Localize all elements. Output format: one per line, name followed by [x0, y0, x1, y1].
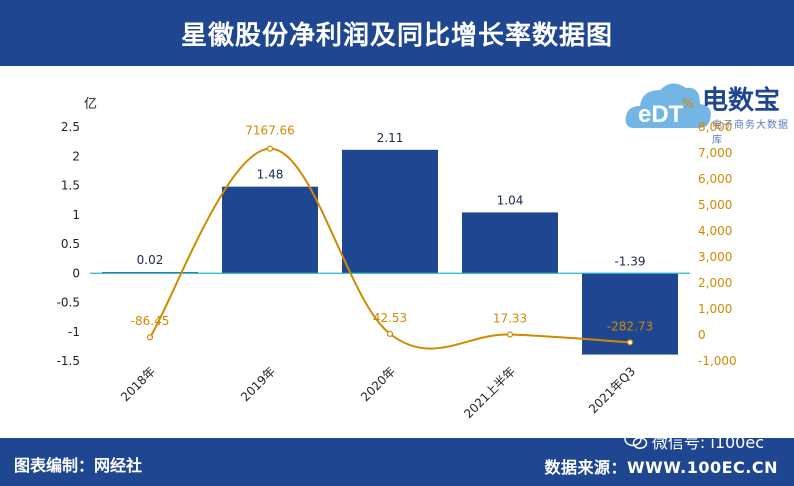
bar-series: 0.02 1.48 2.11 1.04 -1.39: [102, 131, 678, 355]
y-right-axis-title: %: [682, 97, 694, 112]
left-axis: 2.5 2 1.5 1 0.5 0 -0.5 -1 -1.5: [57, 120, 80, 368]
y-right-tick-label: 2,000: [698, 276, 732, 290]
footer-source: 数据来源：WWW.100EC.CN: [544, 458, 778, 477]
y-right-tick-label: 8,000: [698, 120, 732, 134]
y-left-tick-label: 2.5: [61, 120, 80, 134]
logo-cloud-icon: eDT: [625, 83, 711, 128]
right-axis: 8,000 7,000 6,000 5,000 4,000 3,000 2,000 1,000…: [698, 120, 737, 368]
footer-compiled-by: 图表编制：网经社: [14, 456, 143, 475]
y-right-tick-label: 4,000: [698, 224, 732, 238]
category-labels: 2018年 2019年 2020年 2021上半年 2021年Q3: [118, 364, 638, 421]
category-label: 2020年: [358, 364, 398, 404]
y-right-tick-label: 6,000: [698, 172, 732, 186]
y-right-tick-label: 0: [698, 328, 706, 342]
bar-data-label: -1.39: [614, 254, 645, 268]
growth-rate-line: [149, 147, 631, 350]
y-right-tick-label: 5,000: [698, 198, 732, 212]
y-left-tick-label: -0.5: [57, 296, 80, 310]
category-label: 2021年Q3: [586, 364, 638, 416]
logo-subtitle: 电子商务大数据库: [712, 120, 789, 146]
wechat-text: 微信号: i100ec: [651, 433, 764, 452]
y-left-tick-label: -1: [68, 325, 80, 339]
line-point: [386, 330, 394, 337]
line-data-label: 42.53: [373, 311, 407, 325]
line-data-label: 17.33: [493, 312, 527, 326]
logo-mark: eDT: [638, 101, 684, 128]
line-point: [266, 145, 274, 152]
line-data-label: -86.45: [131, 314, 170, 328]
bar-data-label: 1.04: [497, 193, 524, 207]
y-right-tick-label: 3,000: [698, 250, 732, 264]
bar-data-label: 1.48: [257, 168, 284, 182]
line-data-label: -282.73: [607, 319, 653, 333]
line-series: -86.45 7167.66 42.53 17.33 -282.73: [131, 124, 653, 350]
y-left-tick-label: 1: [72, 208, 80, 222]
category-label: 2018年: [118, 364, 158, 404]
line-point: [506, 331, 514, 338]
y-left-tick-label: 0.5: [61, 237, 80, 251]
footer: 图表编制：网经社 微信号: i100ec 数据来源：WWW.100EC.CN: [0, 431, 794, 486]
y-left-tick-label: 1.5: [61, 179, 80, 193]
bar: [222, 186, 318, 274]
y-left-tick-label: -1.5: [57, 354, 80, 368]
line-data-label: 7167.66: [245, 124, 295, 138]
y-left-axis-title: 亿: [84, 97, 97, 112]
y-right-tick-label: 7,000: [698, 146, 732, 160]
wechat-id: 微信号: i100ec: [624, 429, 764, 453]
logo-text: 电数宝: [702, 86, 781, 116]
y-left-tick-label: 0: [72, 266, 80, 280]
y-right-tick-label: -1,000: [698, 354, 737, 368]
bar-data-label: 0.02: [137, 253, 164, 267]
header-title: 星徽股份净利润及同比增长率数据图: [0, 0, 794, 66]
line-point: [146, 334, 154, 341]
bar-data-label: 2.11: [377, 131, 404, 145]
category-label: 2021上半年: [461, 364, 518, 421]
wechat-icon: [624, 431, 648, 449]
y-right-tick-label: 1,000: [698, 302, 732, 316]
category-label: 2019年: [238, 364, 278, 404]
line-point: [626, 339, 634, 346]
y-left-tick-label: 2: [72, 149, 80, 163]
bar: [342, 149, 438, 274]
bar: [462, 212, 558, 274]
